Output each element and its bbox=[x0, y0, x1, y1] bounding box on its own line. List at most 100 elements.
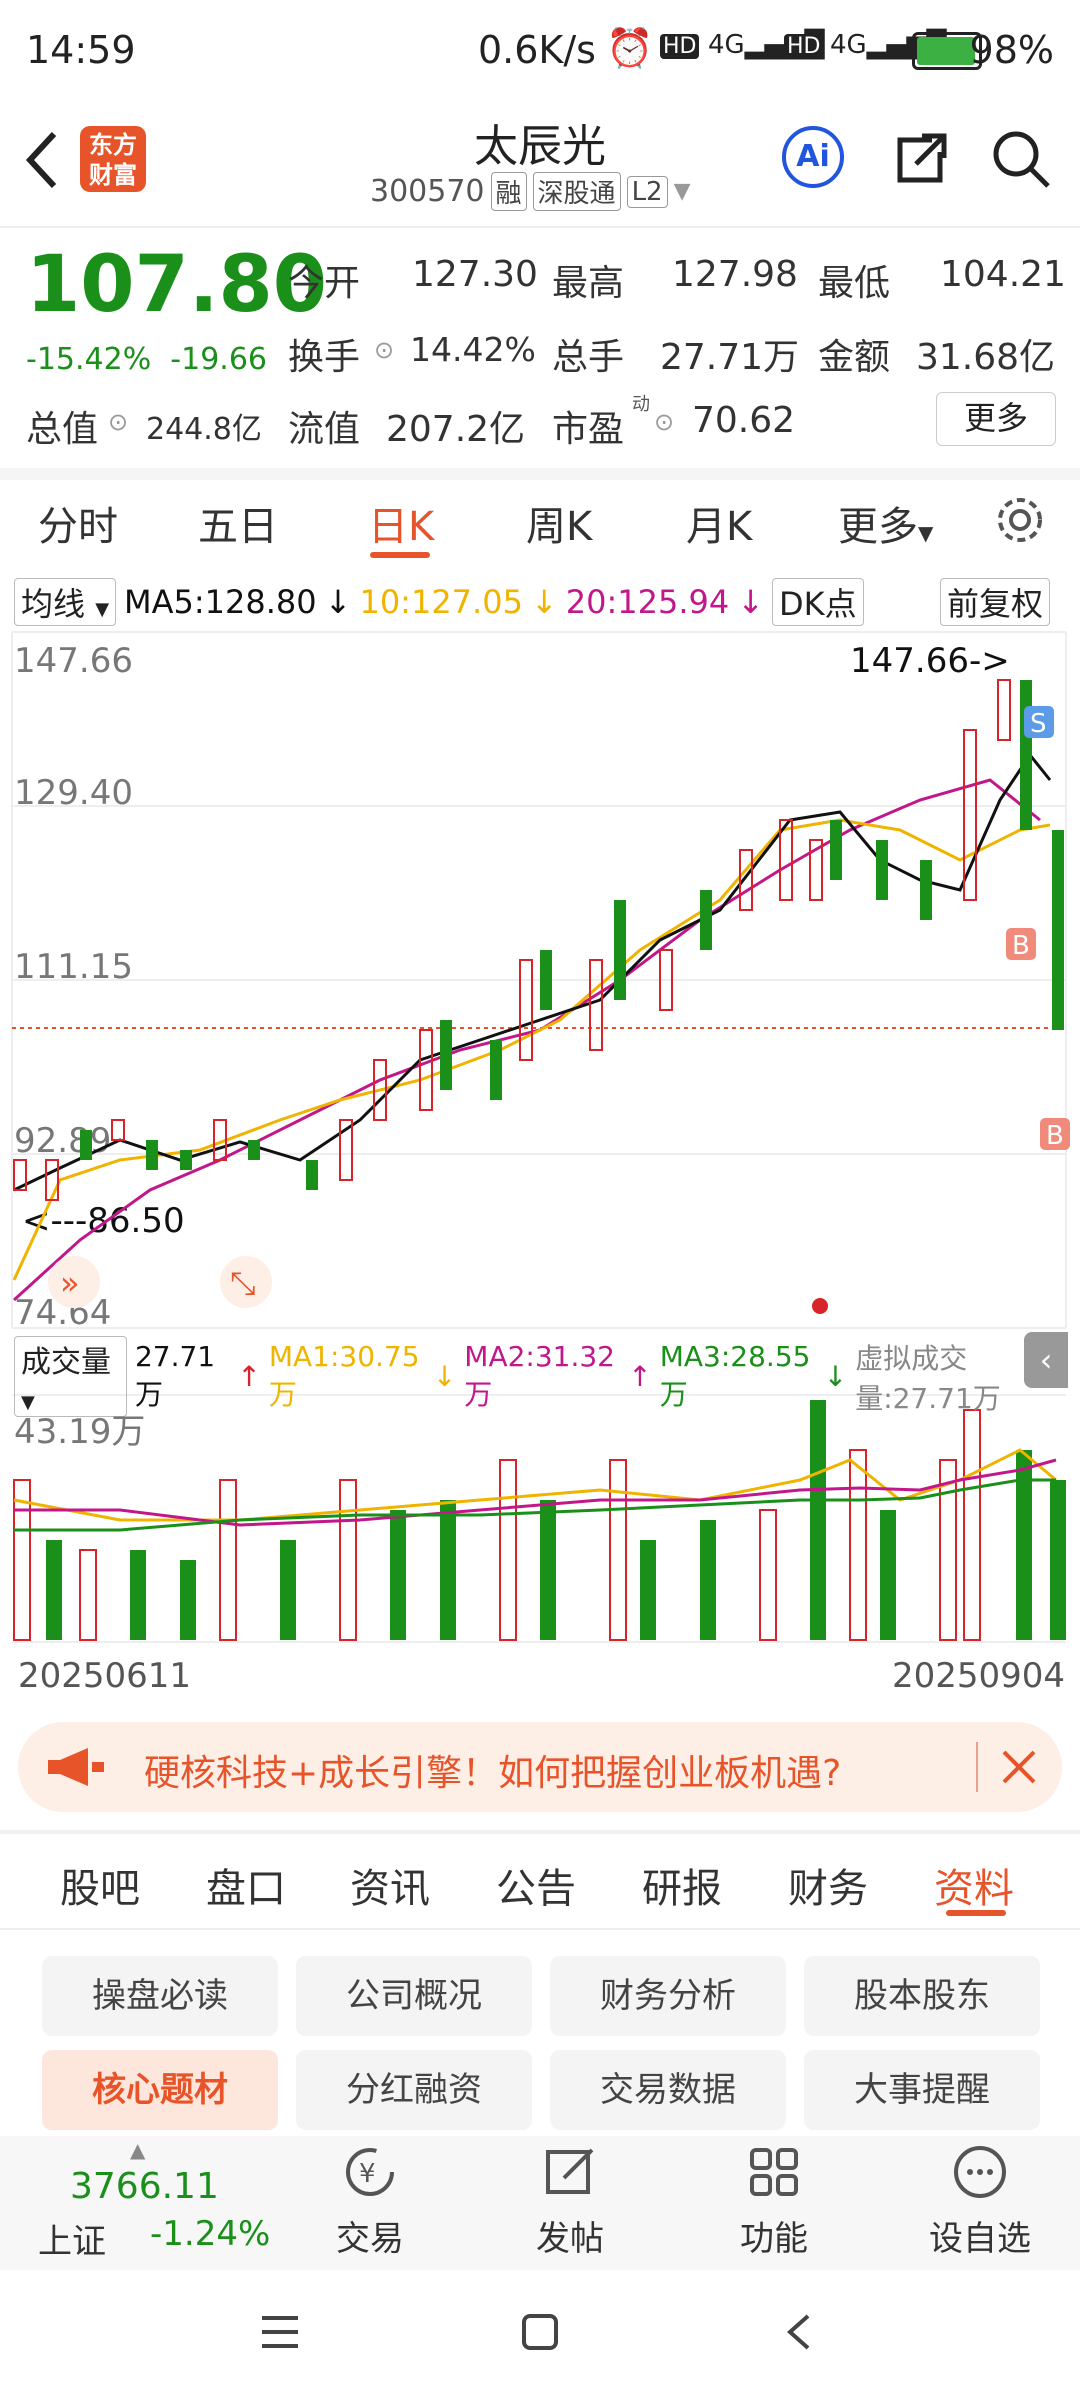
more-dots-icon bbox=[954, 2146, 1006, 2198]
grid-company-overview[interactable]: 公司概况 bbox=[296, 1956, 532, 2036]
mktcap-label: 总值 bbox=[26, 409, 99, 450]
nav-trade[interactable]: ¥ 交易 bbox=[310, 2142, 430, 2260]
y-label-3: 111.15 bbox=[14, 947, 133, 987]
menu-icon[interactable] bbox=[260, 2314, 300, 2350]
down-arrow-icon: ↓ bbox=[432, 1360, 457, 1393]
vol-ma2-line bbox=[14, 1458, 1057, 1527]
expand-left-icon[interactable] bbox=[48, 1256, 100, 1308]
search-icon[interactable] bbox=[990, 128, 1052, 190]
more-button[interactable]: 更多 bbox=[936, 392, 1056, 446]
sell-marker: S bbox=[1030, 709, 1047, 739]
tab-finance[interactable]: 财务 bbox=[788, 1866, 868, 1912]
tab-profile[interactable]: 资料 bbox=[934, 1866, 1014, 1912]
home-icon[interactable] bbox=[520, 2312, 560, 2352]
max-price-note: 147.66-> bbox=[850, 641, 1010, 681]
down-arrow-icon: ↓ bbox=[530, 583, 558, 621]
double-chevron-icon: » bbox=[60, 1264, 80, 1302]
min-price-note: <---86.50 bbox=[22, 1201, 185, 1241]
divider bbox=[0, 226, 1080, 228]
info-icon[interactable]: ⊙ bbox=[108, 408, 129, 436]
pe-value: 70.62 bbox=[692, 400, 796, 441]
nav-watch-label: 设自选 bbox=[929, 2219, 1031, 2259]
y-label-4: 92.89 bbox=[14, 1121, 111, 1161]
open-value: 127.30 bbox=[412, 254, 538, 295]
chevron-up-icon[interactable]: ▲ bbox=[130, 2138, 146, 2162]
apps-grid-icon bbox=[750, 2148, 798, 2196]
alarm-icon: ⏰ bbox=[606, 26, 654, 70]
info-icon[interactable]: ⊙ bbox=[374, 336, 395, 364]
buy-marker: B bbox=[1046, 1121, 1064, 1151]
edit-icon bbox=[546, 2148, 594, 2194]
tab-research[interactable]: 研报 bbox=[642, 1866, 722, 1912]
ma10-line bbox=[12, 818, 1051, 1281]
tag-margin: 融 bbox=[490, 172, 527, 211]
down-arrow-icon: ↓ bbox=[737, 583, 765, 621]
index-change: -1.24% bbox=[150, 2214, 271, 2254]
tab-forum[interactable]: 股吧 bbox=[60, 1866, 140, 1912]
grid-must-read[interactable]: 操盘必读 bbox=[42, 1956, 278, 2036]
event-dot[interactable] bbox=[812, 1298, 828, 1314]
chevron-down-icon: ▼ bbox=[21, 1392, 35, 1413]
tab-orderbook[interactable]: 盘口 bbox=[206, 1866, 286, 1912]
vol-ma2: MA2:31.32万 bbox=[464, 1340, 615, 1411]
grid-dividends[interactable]: 分红融资 bbox=[296, 2050, 532, 2130]
hd-icon: HD bbox=[784, 34, 824, 59]
chevron-down-icon: ▼ bbox=[95, 599, 110, 620]
tab-daily-k[interactable]: 日K bbox=[368, 504, 435, 550]
gear-icon[interactable] bbox=[994, 494, 1046, 546]
kline-chart[interactable]: 147.66 129.40 111.15 92.89 74.64 147.66-… bbox=[0, 620, 1080, 1660]
volume-label: 总手 bbox=[552, 337, 625, 378]
share-icon[interactable] bbox=[892, 128, 952, 188]
trade-icon: ¥ bbox=[346, 2148, 394, 2196]
volume-select[interactable]: 成交量 ▼ bbox=[14, 1336, 127, 1417]
grid-core-themes[interactable]: 核心题材 bbox=[42, 2050, 278, 2130]
nav-add-watchlist[interactable]: 设自选 bbox=[920, 2142, 1040, 2260]
megaphone-icon bbox=[48, 1748, 104, 1786]
svg-text:¥: ¥ bbox=[359, 2159, 376, 2189]
back-nav-icon[interactable] bbox=[784, 2312, 814, 2352]
tab-announcements[interactable]: 公告 bbox=[496, 1866, 576, 1912]
nav-functions[interactable]: 功能 bbox=[714, 2142, 834, 2260]
promo-banner[interactable]: 硬核科技+成长引擎！如何把握创业板机遇? bbox=[18, 1722, 1062, 1812]
hd-icon: HD bbox=[660, 34, 700, 59]
grid-events[interactable]: 大事提醒 bbox=[804, 2050, 1040, 2130]
index-name: 上证 bbox=[38, 2222, 106, 2262]
status-speed: 0.6K/s bbox=[478, 28, 596, 72]
ai-button[interactable]: Ai bbox=[782, 126, 844, 188]
stock-subtitle: 300570 融 深股通 L2 ▼ bbox=[370, 172, 691, 211]
change-abs: -19.66 bbox=[170, 342, 268, 377]
collapse-panel-icon[interactable]: ‹ bbox=[1024, 1332, 1068, 1388]
dropdown-icon[interactable]: ▼ bbox=[673, 179, 691, 204]
grid-financial-analysis[interactable]: 财务分析 bbox=[550, 1956, 786, 2036]
low-label: 最低 bbox=[818, 263, 891, 304]
tab-weekly-k[interactable]: 周K bbox=[526, 504, 593, 550]
volume-value: 27.71万 bbox=[660, 337, 800, 378]
tab-more[interactable]: 更多▼ bbox=[838, 494, 933, 552]
close-icon[interactable] bbox=[1000, 1748, 1038, 1786]
tab-more-label: 更多 bbox=[838, 504, 918, 550]
tab-monthly-k[interactable]: 月K bbox=[686, 504, 753, 550]
banner-text: 硬核科技+成长引擎！如何把握创业板机遇? bbox=[144, 1753, 842, 1794]
tab-indicator bbox=[946, 1910, 1006, 1916]
divider bbox=[0, 468, 1080, 480]
tab-five-day[interactable]: 五日 bbox=[198, 504, 278, 550]
grid-trade-data[interactable]: 交易数据 bbox=[550, 2050, 786, 2130]
info-icon[interactable]: ⊙ bbox=[654, 408, 675, 436]
tab-intraday[interactable]: 分时 bbox=[38, 504, 118, 550]
vol-value: 27.71万 bbox=[134, 1340, 216, 1411]
y-label-top: 147.66 bbox=[14, 641, 133, 681]
indicator-select[interactable]: 均线 ▼ bbox=[14, 578, 117, 626]
vol-ma1-line bbox=[13, 1448, 1057, 1522]
date-end: 20250904 bbox=[892, 1656, 1066, 1696]
nav-post-label: 发帖 bbox=[536, 2219, 604, 2259]
tab-news[interactable]: 资讯 bbox=[350, 1866, 430, 1912]
mktcap-value: 244.8亿 bbox=[146, 412, 262, 447]
nav-post[interactable]: 发帖 bbox=[510, 2142, 630, 2260]
adjust-button[interactable]: 前复权 bbox=[940, 578, 1051, 626]
dk-button[interactable]: DK点 bbox=[772, 578, 864, 626]
date-start: 20250611 bbox=[18, 1656, 192, 1696]
fullscreen-icon[interactable] bbox=[220, 1256, 272, 1308]
grid-shareholders[interactable]: 股本股东 bbox=[804, 1956, 1040, 2036]
back-icon[interactable] bbox=[22, 128, 62, 192]
down-arrow-icon: ↓ bbox=[823, 1360, 848, 1393]
